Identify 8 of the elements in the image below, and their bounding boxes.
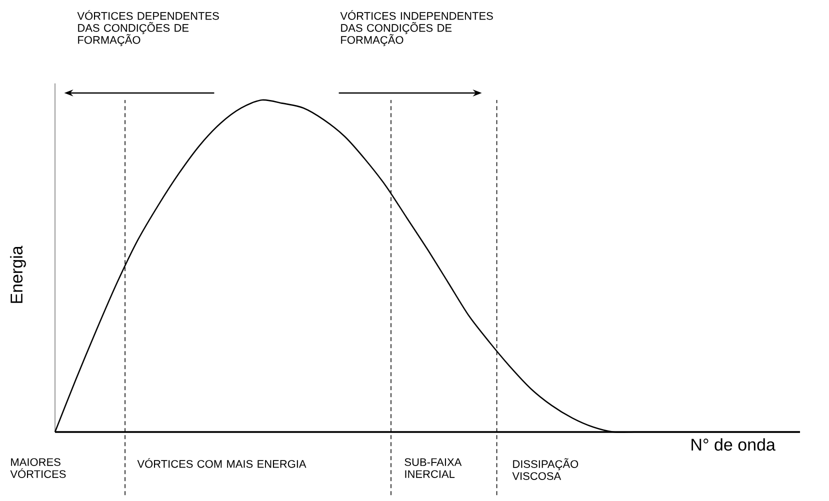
y-axis-title: Energia — [10, 246, 26, 303]
text: VÓRTICES COM MAIS ENERGIA — [137, 458, 306, 468]
text: SUB-FAIXA INERCIAL — [404, 458, 462, 478]
text: DISSIPAÇÃO VISCOSA — [512, 458, 578, 480]
text: VÓRTICES INDEPENDENTES DAS CONDIÇÕES DE FORMAÇÃO — [340, 10, 493, 46]
x-axis-title: N° de onda — [692, 438, 776, 451]
text: MAIORES VÓRTICES — [10, 458, 66, 478]
text: VÓRTICES DEPENDENTES DAS CONDIÇÕES DE FORMAÇÃO — [77, 10, 219, 46]
